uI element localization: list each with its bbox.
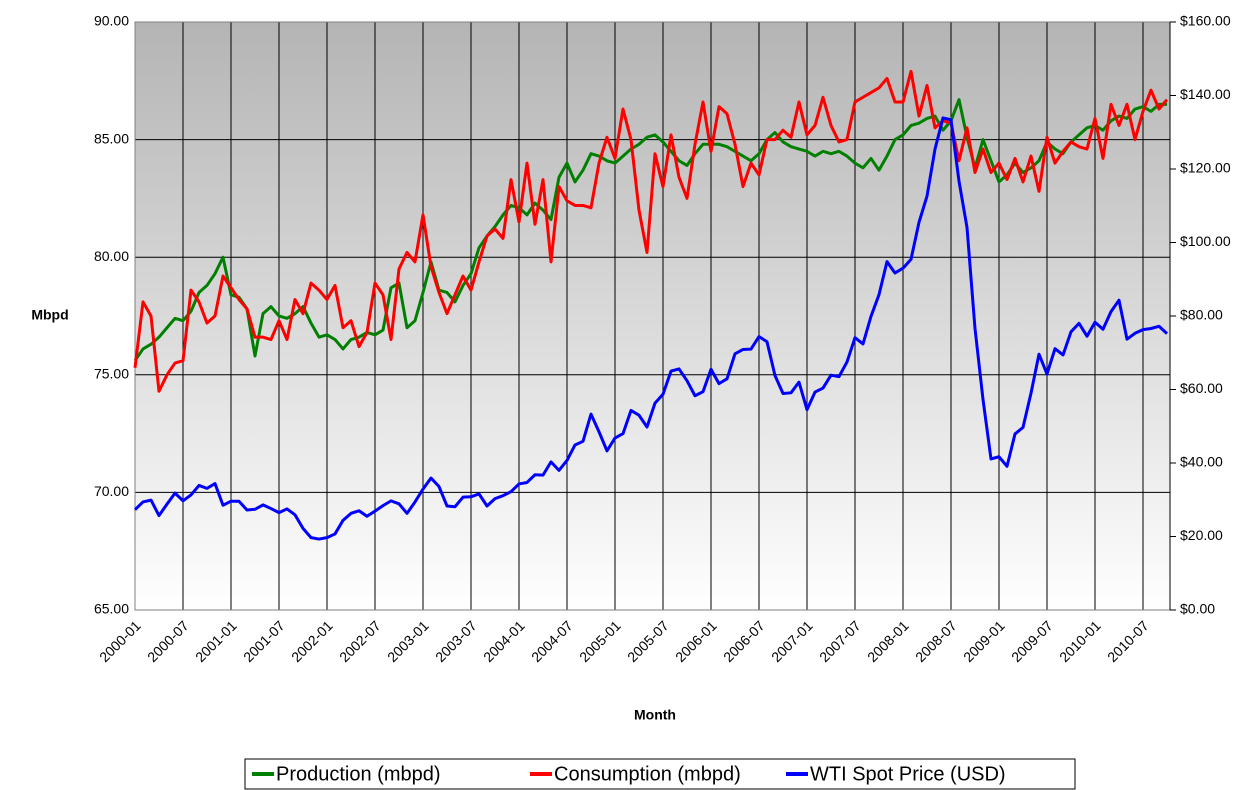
x-tick-label: 2008-01 <box>864 617 912 665</box>
x-tick-label: 2010-01 <box>1056 617 1104 665</box>
x-tick-label: 2001-07 <box>240 617 288 665</box>
x-tick-label: 2005-01 <box>576 617 624 665</box>
x-tick-label: 2009-07 <box>1008 617 1056 665</box>
y2-tick-label: $40.00 <box>1180 454 1223 470</box>
y2-tick-label: $140.00 <box>1180 86 1231 102</box>
y2-tick-label: $60.00 <box>1180 380 1223 396</box>
x-tick-label: 2003-07 <box>432 617 480 665</box>
y2-tick-label: $120.00 <box>1180 160 1231 176</box>
legend-label: Consumption (mbpd) <box>554 763 741 785</box>
x-tick-label: 2000-01 <box>96 617 144 665</box>
y2-tick-label: $100.00 <box>1180 233 1231 249</box>
x-tick-label: 2004-07 <box>528 617 576 665</box>
x-tick-label: 2001-01 <box>192 617 240 665</box>
x-tick-label: 2006-01 <box>672 617 720 665</box>
x-tick-label: 2007-01 <box>768 617 816 665</box>
y-tick-label: 85.00 <box>94 130 129 146</box>
x-axis-label: Month <box>634 707 676 723</box>
legend-label: WTI Spot Price (USD) <box>810 763 1006 785</box>
y2-tick-label: $80.00 <box>1180 307 1223 323</box>
y-tick-label: 80.00 <box>94 248 129 264</box>
x-tick-label: 2003-01 <box>384 617 432 665</box>
x-tick-label: 2007-07 <box>816 617 864 665</box>
y2-tick-label: $0.00 <box>1180 601 1215 617</box>
x-tick-label: 2010-07 <box>1104 617 1152 665</box>
y-tick-label: 90.00 <box>94 13 129 29</box>
y-axis-label: Mbpd <box>31 307 68 323</box>
x-tick-label: 2005-07 <box>624 617 672 665</box>
y-tick-label: 75.00 <box>94 366 129 382</box>
y-tick-label: 65.00 <box>94 601 129 617</box>
x-tick-label: 2002-01 <box>288 617 336 665</box>
x-tick-label: 2009-01 <box>960 617 1008 665</box>
x-tick-label: 2000-07 <box>144 617 192 665</box>
y2-tick-label: $20.00 <box>1180 527 1223 543</box>
x-tick-label: 2008-07 <box>912 617 960 665</box>
y2-tick-label: $160.00 <box>1180 13 1231 29</box>
x-tick-label: 2006-07 <box>720 617 768 665</box>
x-tick-label: 2002-07 <box>336 617 384 665</box>
y-tick-label: 70.00 <box>94 483 129 499</box>
series-line <box>133 116 1169 541</box>
series-line <box>133 98 1167 362</box>
legend <box>244 758 1076 790</box>
legend-label: Production (mbpd) <box>276 763 441 785</box>
x-tick-label: 2004-01 <box>480 617 528 665</box>
series-line <box>133 69 1169 393</box>
